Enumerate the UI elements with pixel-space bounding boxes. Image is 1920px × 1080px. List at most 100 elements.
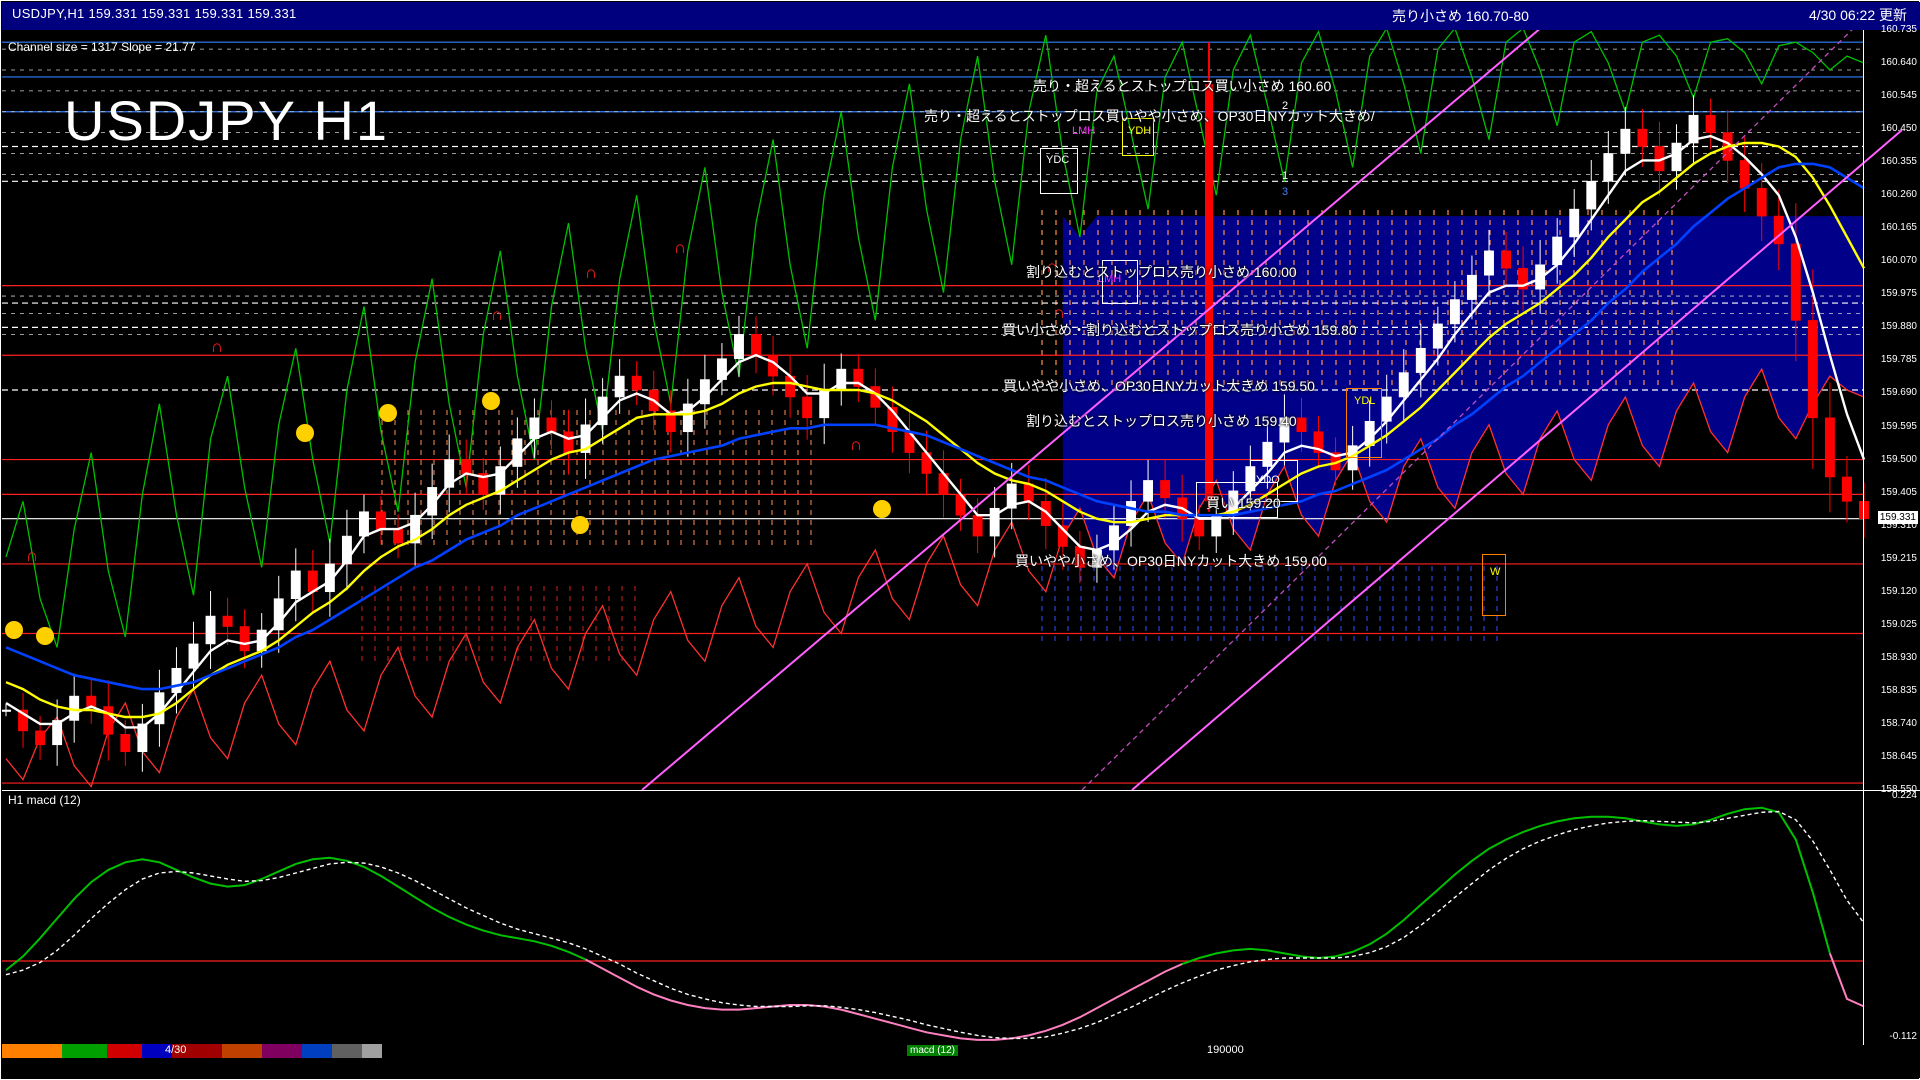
pivot-marker-yellow-3 <box>379 404 397 422</box>
current-price-badge: 159.331 <box>1877 511 1918 525</box>
macd-tick-label: 0.224 <box>1891 790 1917 801</box>
status-strip: 4/30 macd (12) 190000 <box>2 1044 1920 1078</box>
chart-annotation-a4[interactable]: 買い小さめ・割り込むとストップロス売り小さめ 159.80 <box>1002 322 1357 338</box>
price-tick-label: 160.355 <box>1880 156 1917 168</box>
strip-swatch-lightgrey <box>362 1044 382 1058</box>
price-tick-label: 158.645 <box>1880 750 1917 762</box>
kumo-hatch <box>361 210 1673 661</box>
macd-main-segment <box>5 856 587 971</box>
strip-date-label: 4/30 <box>165 1044 187 1056</box>
chart-annotation-a5[interactable]: 買いやや小さめ、OP30日NYカット大きめ 159.50 <box>1003 378 1315 394</box>
price-tick-label: 158.930 <box>1880 651 1917 663</box>
pivot-marker-red-5: ∩ <box>1046 257 1058 276</box>
price-tick-label: 159.500 <box>1880 453 1917 465</box>
strip-swatch-grey <box>332 1044 362 1058</box>
price-tick-label: 159.215 <box>1880 552 1917 564</box>
price-chart-panel[interactable]: ∩ ∩ ∩ ∩ ∩ ∩ ∩ ∩ Channel size = 1317 Slope = 21.… <box>2 30 1920 790</box>
pivot-marker-yellow-5 <box>571 516 589 534</box>
candlestick-series[interactable] <box>2 42 1869 772</box>
pivot-marker-red-4: ∩ <box>674 238 686 257</box>
price-tick-label: 158.550 <box>1880 784 1917 795</box>
price-tick-label: 160.545 <box>1880 90 1917 102</box>
macd-axis[interactable]: 0.224 -0.112 <box>1863 790 1919 1045</box>
ydh-box[interactable] <box>1122 118 1154 156</box>
price-tick-label: 160.735 <box>1880 24 1917 35</box>
chart-annotation-a6[interactable]: 割り込むとストップロス売り小さめ 159.40 <box>1026 413 1297 429</box>
update-timestamp: 4/30 06:22 更新 <box>1808 7 1907 23</box>
macd-main-segment <box>1828 953 1865 1008</box>
chart-annotation-a1[interactable]: 売り・超えるとストップロス買い小さめ 160.60 <box>1033 78 1332 94</box>
price-tick-label: 158.740 <box>1880 717 1917 729</box>
ichimoku-green-line <box>5 30 1865 648</box>
price-tick-label: 160.640 <box>1880 57 1917 69</box>
macd-chart-svg <box>2 806 1865 1041</box>
level-tag-3[interactable]: 3 <box>1282 186 1289 198</box>
macd-panel[interactable]: H1 macd (12) <box>2 790 1920 1045</box>
price-tick-label: 159.975 <box>1880 288 1917 300</box>
chart-annotation-a8[interactable]: 買いやや小さめ、OP30日NYカット大きめ 159.00 <box>1015 553 1327 569</box>
price-tick-label: 160.165 <box>1880 222 1917 234</box>
pivot-marker-red-2: ∩ <box>491 305 503 324</box>
strip-volume-label: 190000 <box>1207 1044 1244 1056</box>
window-titlebar: USDJPY,H1 159.331 159.331 159.331 159.33… <box>2 2 1920 30</box>
macd-panel-label: H1 macd (12) <box>8 793 81 807</box>
pivot-marker-red-0: ∩ <box>26 546 38 565</box>
level-tag-ydl[interactable]: YDL <box>1354 395 1376 407</box>
window-title: USDJPY,H1 159.331 159.331 159.331 159.33… <box>12 6 297 21</box>
strip-swatch-blue2 <box>302 1044 332 1058</box>
buy-159-20-box[interactable] <box>1196 482 1278 518</box>
strip-swatch-blue1 <box>142 1044 172 1058</box>
price-axis[interactable]: 160.735 160.640 160.545 160.450 160.355 160.2… <box>1863 24 1919 795</box>
horizontal-levels[interactable] <box>2 41 1864 784</box>
strip-swatch-red1 <box>107 1044 142 1058</box>
level-tag-lmh[interactable]: LMH <box>1098 273 1122 285</box>
ydl-box[interactable] <box>1346 388 1382 458</box>
chart-annotation-a3[interactable]: 割り込むとストップロス売り小さめ 160.00 <box>1026 264 1297 280</box>
price-tick-label: 159.690 <box>1880 387 1917 399</box>
strip-swatch-red2 <box>172 1044 222 1058</box>
pivot-marker-yellow-1 <box>36 627 54 645</box>
level-tag-2[interactable]: 2 <box>1282 100 1289 112</box>
strip-swatch-purple <box>262 1044 302 1058</box>
ma-blue-line <box>5 162 1865 691</box>
pivot-marker-red-1: ∩ <box>211 337 223 356</box>
price-tick-label: 160.070 <box>1880 255 1917 267</box>
macd-main-segment <box>1181 806 1831 965</box>
price-tick-label: 159.785 <box>1880 354 1917 366</box>
strip-swatch-orange <box>2 1044 62 1058</box>
ichimoku-cloud <box>1062 216 1864 578</box>
ichimoku-red-line <box>5 367 1865 788</box>
price-tick-label: 160.450 <box>1880 123 1917 135</box>
pivot-marker-red-7: ∩ <box>1053 303 1065 322</box>
price-tick-label: 158.835 <box>1880 684 1917 696</box>
ma-yellow-line <box>5 141 1866 719</box>
level-tag-ydh[interactable]: YDH <box>1128 125 1152 137</box>
macd-tick-label: -0.112 <box>1889 1031 1917 1042</box>
chart-annotation-a7[interactable]: 買い 159.20 <box>1206 495 1281 511</box>
strip-swatch-green <box>62 1044 107 1058</box>
price-tick-label: 159.310 <box>1880 519 1917 531</box>
level-tag-w[interactable]: W <box>1490 566 1501 578</box>
channel-info-label: Channel size = 1317 Slope = 21.77 <box>8 40 196 54</box>
price-tick-label: 159.595 <box>1880 420 1917 432</box>
level-tag-ydc[interactable]: YDC <box>1046 154 1070 166</box>
ydc-box[interactable] <box>1040 148 1078 194</box>
top-note-label: 売り小さめ 160.70-80 <box>1392 8 1529 24</box>
w-box[interactable] <box>1482 554 1506 616</box>
pivot-markers: ∩ ∩ ∩ ∩ ∩ ∩ ∩ ∩ <box>5 238 1065 645</box>
level-tag-lmh[interactable]: LMH <box>1072 125 1096 137</box>
price-tick-label: 159.025 <box>1880 618 1917 630</box>
level-tag-ydo[interactable]: YDO <box>1256 474 1280 486</box>
lmh-box[interactable] <box>1102 260 1138 304</box>
pivot-marker-yellow-0 <box>5 621 23 639</box>
macd-main-segment <box>585 958 1183 1041</box>
chart-annotation-a2[interactable]: 売り・超えるとストップロス買いやや小さめ、OP30日NYカット大きめ/ <box>924 108 1375 124</box>
trend-channel-lines[interactable] <box>641 30 1903 790</box>
macd-signal-line <box>5 810 1865 1040</box>
pivot-marker-red-6: ∩ <box>850 435 862 454</box>
price-tick-label: 159.880 <box>1880 321 1917 333</box>
ydo-box[interactable] <box>1250 460 1298 502</box>
strip-swatch-orange2 <box>222 1044 262 1058</box>
level-tag-1[interactable]: 1 <box>1282 170 1289 182</box>
